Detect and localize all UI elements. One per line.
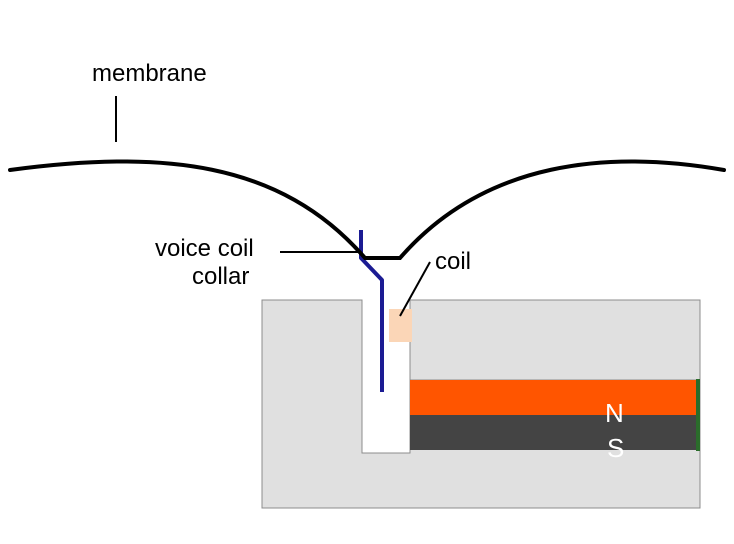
label-coil: coil — [435, 248, 471, 276]
label-voice-coil-collar-line1: voice coil — [155, 235, 254, 263]
magnet-north — [410, 380, 700, 415]
membrane — [10, 161, 724, 258]
label-magnet-s: S — [607, 433, 624, 464]
label-magnet-n: N — [605, 398, 624, 429]
magnet-edge-bottom — [696, 414, 700, 451]
magnet-south — [410, 415, 700, 450]
label-voice-coil-collar-line2: collar — [192, 263, 249, 291]
top-plate — [410, 300, 700, 380]
magnet-edge-top — [696, 379, 700, 416]
label-membrane: membrane — [92, 60, 207, 88]
